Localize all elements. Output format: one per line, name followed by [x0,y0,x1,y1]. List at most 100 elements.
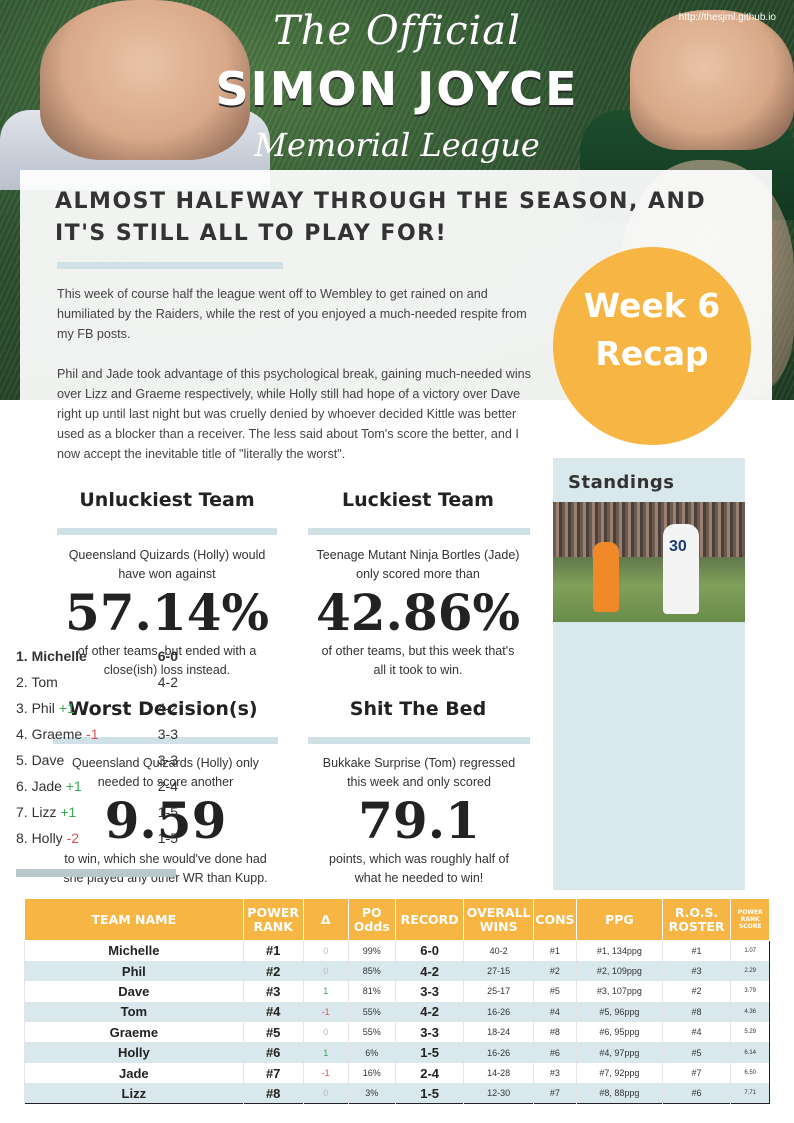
table-cell: #5, 96ppg [576,1001,663,1023]
table-cell: 3.79 [730,981,770,1002]
table-cell: 4-2 [394,1001,464,1023]
table-body: Michelle #1 0 99% 6-0 40-2 #1 #1, 134ppg #1 1.07 P… [24,940,770,1104]
table-cell: 0 [302,1083,349,1104]
stat-post: points, which was roughly half of what h… [329,852,509,885]
table-cell: 25-17 [463,981,534,1002]
table-cell: Jade [24,1062,244,1084]
table-row: Graeme #5 0 55% 3-3 18-24 #8 #6, 95ppg #4 5.29 [24,1022,770,1043]
table-cell: #7 [242,1062,304,1084]
power-rankings-table: TEAM NAME POWER RANK Δ PO Odds RECORD OV… [24,898,770,1105]
col-ros-roster: R.O.S. ROSTER [661,898,732,941]
standings-team: 4. Graeme [16,726,83,742]
table-cell: #1, 134ppg [576,940,663,961]
table-row: Holly #6 1 6% 1-5 16-26 #6 #4, 97ppg #5 6.14 [24,1042,770,1063]
table-cell: 0 [302,940,349,961]
table-cell: Holly [24,1042,244,1063]
table-cell: #4 [661,1022,731,1043]
table-cell: 55% [347,1022,396,1043]
stat-shit-the-bed: Shit The Bed [308,698,528,720]
table-cell: #7, 92ppg [576,1062,663,1084]
table-cell: 4.36 [730,1001,770,1023]
player-face-right [630,10,794,150]
standings-team: 3. Phil [16,700,55,716]
stat-title: Luckiest Team [342,489,494,511]
standings-row: 2. Tom 4-2 [16,674,178,690]
table-cell: #3 [532,1062,577,1084]
standings-title: Standings [568,472,675,493]
table-cell: Phil [24,960,244,982]
table-cell: 2-4 [394,1062,464,1084]
table-cell: #8 [242,1083,304,1104]
table-cell: #2 [532,960,577,982]
table-cell: Dave [24,981,244,1002]
intro-paragraph: Phil and Jade took advantage of this psy… [57,367,531,461]
table-cell: 18-24 [463,1022,534,1043]
standings-record: 1-5 [157,804,178,820]
title-main: SIMON JOYCE [215,62,579,116]
table-cell: #2, 109ppg [576,960,663,982]
table-cell: #6 [242,1042,304,1063]
standings-panel: Standings 30 [553,458,745,890]
football-photo: 30 [553,502,745,622]
standings-row: 6. Jade +1 2-4 [16,778,178,794]
table-cell: #4, 97ppg [576,1042,663,1063]
standings-record: 1-5 [157,830,178,846]
table-row: Jade #7 -1 16% 2-4 14-28 #3 #7, 92ppg #7 6.50 [24,1062,770,1084]
stat-pre: Teenage Mutant Ninja Bortles (Jade) only… [316,548,520,581]
standings-team: 1. Michelle [16,648,87,664]
table-cell: Tom [24,1001,244,1023]
stat-title: Unluckiest Team [79,489,255,511]
table-cell: 16-26 [463,1042,534,1063]
stat-pre: Bukkake Surprise (Tom) regressed this we… [322,756,516,789]
table-cell: #1 [532,940,577,961]
table-cell: 6% [347,1042,396,1063]
table-row: Phil #2 0 85% 4-2 27-15 #2 #2, 109ppg #3 2.29 [24,960,770,982]
table-cell: 12-30 [463,1083,534,1104]
stat-worst-body: Queensland Quizards (Holly) only needed … [53,754,278,888]
table-cell: 1-5 [394,1083,464,1104]
stat-luckiest: Luckiest Team [308,489,528,511]
site-url-link[interactable]: http://thesjml.github.io [678,12,776,23]
stat-post: of other teams, but ended with a close(i… [77,644,257,677]
table-cell: 81% [347,981,396,1002]
standings-record: 4-2 [157,674,178,690]
standings-move: +1 [65,778,82,794]
table-cell: 3-3 [394,1022,464,1043]
stat-value: 42.86% [315,583,521,642]
title-official: The Official [273,8,521,54]
stat-post: of other teams, but this week that's all… [321,644,515,677]
table-cell: #5 [242,1022,304,1043]
table-cell: 3-3 [394,981,464,1002]
stat-value: 9.59 [104,791,227,850]
table-cell: 6-0 [394,940,464,961]
stat-unluckiest-body: Queensland Quizards (Holly) would have w… [57,546,277,680]
crowd-background [553,502,745,557]
badge-line2: Recap [595,334,709,373]
title-league: Memorial League [254,126,540,164]
headline-rule [57,262,283,269]
table-cell: 85% [347,960,396,982]
table-cell: 55% [347,1001,396,1023]
standings-team: 8. Holly [16,830,63,846]
table-cell: #3 [661,960,731,982]
table-cell: -1 [302,1001,349,1023]
table-row: Michelle #1 0 99% 6-0 40-2 #1 #1, 134ppg #1 1.07 [24,940,770,961]
table-cell: #2 [242,960,304,982]
table-cell: #5 [532,981,577,1002]
standings-team: 6. Jade [16,778,62,794]
stat-title: Shit The Bed [349,698,487,720]
table-cell: Lizz [24,1083,244,1104]
table-row: Tom #4 -1 55% 4-2 16-26 #4 #5, 96ppg #8 4.36 [24,1001,770,1023]
stat-value: 79.1 [358,791,480,850]
player-face-left [40,0,250,160]
table-cell: #2 [661,981,731,1002]
col-cons: CONS [532,898,578,941]
stat-title: Worst Decision(s) [68,698,258,720]
headline: Almost halfway through the season, and i… [55,189,707,246]
stat-unluckiest: Unluckiest Team [57,489,277,511]
table-row: Dave #3 1 81% 3-3 25-17 #5 #3, 107ppg #2 3.79 [24,981,770,1002]
table-cell: 16% [347,1062,396,1084]
standings-row: 8. Holly -2 1-5 [16,830,178,846]
table-cell: Michelle [24,940,244,961]
